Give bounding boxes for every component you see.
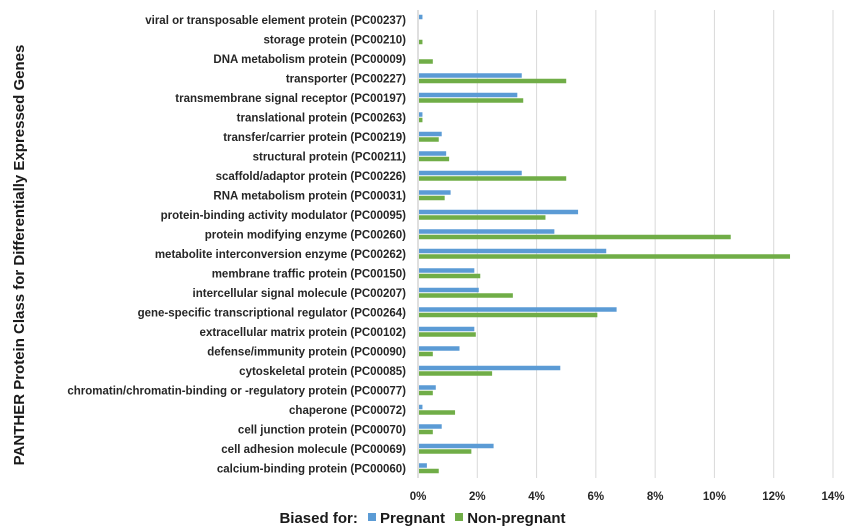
bar-non-pregnant	[419, 390, 433, 396]
legend-label-non-pregnant: Non-pregnant	[467, 510, 566, 527]
bar-pregnant	[419, 385, 436, 390]
bar-non-pregnant	[419, 59, 433, 64]
bar-pregnant	[419, 14, 423, 20]
x-tick-labels: 0% 2% 4% 6% 8% 10% 12% 14%	[410, 491, 845, 503]
category-label: RNA metabolism protein (PC00031)	[213, 190, 406, 202]
bar-pregnant	[419, 346, 460, 351]
bar-pregnant	[419, 404, 423, 410]
legend-item-non-pregnant: Non-pregnant	[455, 510, 566, 527]
bar-pregnant	[419, 365, 561, 371]
bar-non-pregnant	[419, 429, 433, 435]
category-label: cell junction protein (PC00070)	[238, 424, 406, 436]
x-tick-label: 12%	[762, 491, 785, 503]
bar-non-pregnant	[419, 273, 481, 279]
category-label: cytoskeletal protein (PC00085)	[239, 366, 406, 378]
category-label: defense/immunity protein (PC00090)	[207, 346, 406, 358]
bar-non-pregnant	[419, 195, 445, 201]
bar-non-pregnant	[419, 215, 546, 220]
bar-non-pregnant	[419, 410, 456, 415]
bar-pregnant	[419, 424, 442, 429]
category-label: membrane traffic protein (PC00150)	[212, 268, 406, 280]
x-tick-label: 2%	[469, 491, 486, 503]
category-label: protein modifying enzyme (PC00260)	[205, 229, 406, 241]
x-tick-label: 14%	[821, 491, 844, 503]
y-axis-title: PANTHER Protein Class for Differentially…	[11, 45, 28, 466]
category-label: cell adhesion molecule (PC00069)	[221, 444, 406, 456]
legend-label-pregnant: Pregnant	[380, 510, 446, 527]
bar-pregnant	[419, 463, 427, 468]
category-label: transporter (PC00227)	[286, 73, 406, 85]
legend-swatch-pregnant	[368, 513, 376, 521]
legend-item-pregnant: Pregnant	[368, 510, 445, 527]
bars	[419, 14, 791, 474]
bar-pregnant	[419, 326, 475, 332]
category-label: transmembrane signal receptor (PC00197)	[175, 93, 406, 105]
gridlines	[417, 10, 834, 478]
bar-non-pregnant	[419, 39, 423, 45]
legend-prefix: Biased for:	[279, 510, 358, 527]
bar-non-pregnant	[419, 332, 476, 337]
x-tick-label: 6%	[588, 491, 605, 503]
bar-non-pregnant	[419, 234, 731, 240]
category-labels: viral or transposable element protein (P…	[67, 15, 406, 476]
bar-non-pregnant	[419, 449, 472, 454]
bar-non-pregnant	[419, 137, 439, 142]
bar-pregnant	[419, 229, 555, 234]
category-label: intercellular signal molecule (PC00207)	[193, 288, 407, 300]
x-tick-label: 10%	[703, 491, 726, 503]
bar-non-pregnant	[419, 254, 791, 259]
category-label: extracellular matrix protein (PC00102)	[200, 327, 407, 339]
bar-non-pregnant	[419, 98, 524, 103]
category-label: scaffold/adaptor protein (PC00226)	[216, 171, 407, 183]
bar-pregnant	[419, 443, 494, 449]
x-tick-label: 8%	[647, 491, 664, 503]
category-label: protein-binding activity modulator (PC00…	[161, 210, 407, 222]
bar-pregnant	[419, 131, 442, 137]
category-label: gene-specific transcriptional regulator …	[138, 307, 407, 319]
bar-non-pregnant	[419, 78, 567, 84]
category-label: chromatin/chromatin-binding or -regulato…	[67, 385, 406, 397]
bar-pregnant	[419, 209, 579, 215]
bar-pregnant	[419, 248, 607, 254]
bar-non-pregnant	[419, 371, 493, 376]
category-label: chaperone (PC00072)	[289, 405, 406, 417]
category-label: storage protein (PC00210)	[263, 34, 406, 46]
x-tick-label: 4%	[528, 491, 545, 503]
bar-non-pregnant	[419, 351, 433, 357]
bar-pregnant	[419, 92, 518, 98]
bar-non-pregnant	[419, 468, 439, 474]
bar-pregnant	[419, 268, 475, 273]
bar-pregnant	[419, 190, 451, 195]
category-label: structural protein (PC00211)	[253, 151, 407, 163]
legend: Biased for: Pregnant Non-pregnant	[0, 510, 845, 530]
legend-swatch-non-pregnant	[455, 513, 464, 521]
bar-pregnant	[419, 151, 447, 156]
bar-non-pregnant	[419, 293, 513, 298]
category-label: translational protein (PC00263)	[237, 112, 407, 124]
bar-non-pregnant	[419, 176, 567, 181]
bar-non-pregnant	[419, 156, 450, 162]
category-label: DNA metabolism protein (PC00009)	[213, 54, 406, 66]
category-label: transfer/carrier protein (PC00219)	[223, 132, 406, 144]
x-tick-label: 0%	[410, 491, 427, 503]
bar-pregnant	[419, 170, 522, 176]
bar-pregnant	[419, 112, 423, 117]
bar-pregnant	[419, 307, 617, 312]
bar-pregnant	[419, 73, 522, 78]
bar-non-pregnant	[419, 312, 598, 318]
category-label: metabolite interconversion enzyme (PC002…	[155, 249, 406, 261]
bar-non-pregnant	[419, 117, 423, 123]
category-label: calcium-binding protein (PC00060)	[217, 463, 406, 475]
bar-pregnant	[419, 287, 479, 293]
category-label: viral or transposable element protein (P…	[145, 15, 406, 27]
